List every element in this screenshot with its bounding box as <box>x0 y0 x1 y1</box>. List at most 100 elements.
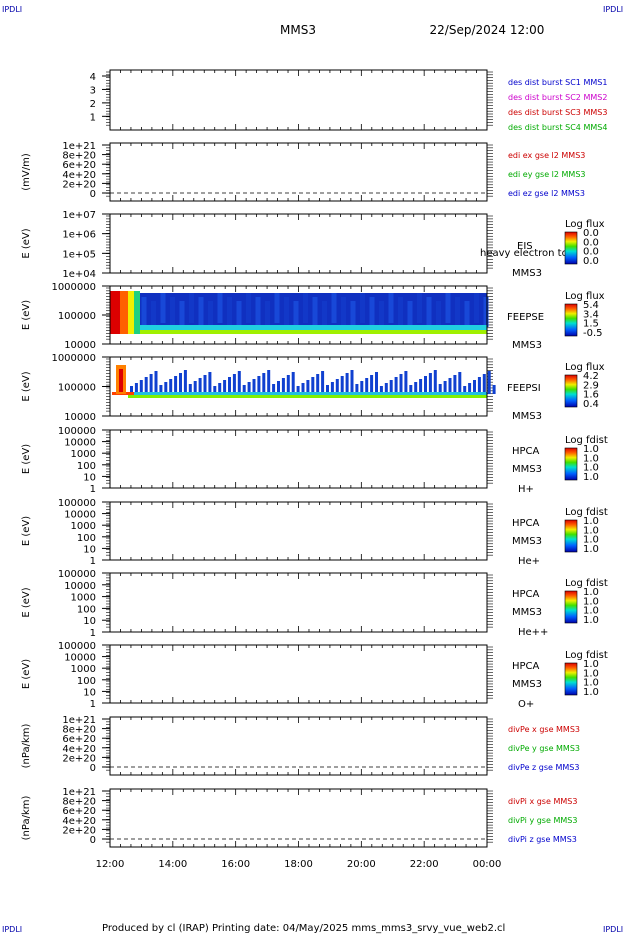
colorbar-tick-label: 1.0 <box>583 516 599 527</box>
panel-frame <box>109 142 488 202</box>
y-axis-label: E (eV) <box>21 444 32 474</box>
instrument-label: HPCA <box>512 589 540 600</box>
y-tick-label: 10000 <box>64 653 96 664</box>
spectrogram-column <box>355 384 359 394</box>
spectrogram-column <box>255 297 261 327</box>
y-tick-label: 1e+21 <box>62 715 96 726</box>
instrument-label: HPCA <box>512 518 540 529</box>
y-tick-label: 100000 <box>58 311 96 322</box>
legend-entry: divPe y gse MMS3 <box>508 744 580 753</box>
spectrogram-column <box>296 386 300 394</box>
spectrogram-column <box>375 372 378 394</box>
corner-label-top-left: IPDLI <box>2 5 22 14</box>
feepsi-spectrogram <box>112 365 496 398</box>
colorbar-tick-label: 1.0 <box>583 525 599 536</box>
spectrogram-column <box>345 373 349 394</box>
y-tick-label: 100000 <box>58 383 96 394</box>
colorbar-tick-label: 0.0 <box>583 256 599 267</box>
spectrogram-column <box>436 301 441 331</box>
spectrogram-column <box>151 301 156 331</box>
spectrogram-column <box>331 293 337 323</box>
y-tick-label: 1000 <box>71 449 96 460</box>
spectrogram-column <box>455 297 460 327</box>
spectrogram-column <box>474 293 479 323</box>
spectrogram-column <box>274 293 280 323</box>
spectrogram-band-yellow <box>128 395 487 398</box>
y-tick-label: 4 <box>90 72 96 83</box>
y-tick-label: 1 <box>90 484 96 495</box>
colorbar <box>564 231 578 265</box>
panel-frame <box>109 213 488 274</box>
legend-entry: edi ez gse l2 MMS3 <box>508 189 585 198</box>
spectrogram-column <box>159 385 163 394</box>
y-tick-label: 1000000 <box>51 353 96 364</box>
y-tick-label: 0 <box>90 835 96 846</box>
colorbar-tick-label: 2.9 <box>583 380 599 391</box>
spectrogram-column <box>303 293 308 323</box>
spectrogram-column <box>179 301 185 331</box>
y-tick-label: 4e+20 <box>62 816 96 827</box>
species-label: H+ <box>518 484 534 495</box>
spectrogram-column <box>160 293 166 323</box>
spectrogram-column <box>419 379 423 394</box>
spectrogram-column <box>236 301 242 331</box>
spectrogram-column <box>369 297 375 327</box>
spectrogram-band-cyan <box>135 325 487 330</box>
spectrogram-column <box>227 297 232 327</box>
spacecraft-label: MMS3 <box>512 268 542 279</box>
y-tick-label: 4e+20 <box>62 170 96 181</box>
spectrogram-column <box>252 379 256 394</box>
legend-entry: divPe z gse MMS3 <box>508 763 579 772</box>
spectrogram-column <box>218 383 222 394</box>
x-tick-label: 12:00 <box>96 859 125 870</box>
y-tick-label: 1 <box>90 628 96 639</box>
y-tick-label: 100 <box>77 604 96 615</box>
y-axis-label: E (eV) <box>21 228 32 258</box>
spectrogram-column <box>316 374 320 394</box>
panel-eis: 1e+07 1e+06 1e+05 1e+04 E (eV) EIS MMS3 heavy e… <box>21 210 605 280</box>
spacecraft-label: MMS3 <box>512 536 542 547</box>
colorbar-tick-label: 1.0 <box>583 472 599 483</box>
x-tick-label: 00:00 <box>473 859 502 870</box>
legend-entry: divPi z gse MMS3 <box>508 835 577 844</box>
spectrogram-column <box>398 297 403 327</box>
spacecraft-label: MMS3 <box>512 340 542 351</box>
spectrogram-column <box>183 370 187 394</box>
colorbar-tick-label: 4.2 <box>583 371 599 382</box>
spacecraft-label: MMS3 <box>512 679 542 690</box>
y-tick-label: 100000 <box>58 641 96 652</box>
spectrogram-column <box>281 378 285 394</box>
y-tick-label: 10 <box>83 687 96 698</box>
y-tick-label: 10000 <box>64 412 96 423</box>
corner-label-bottom-right: IPDLI <box>603 925 623 934</box>
y-tick-label: 10000 <box>64 340 96 351</box>
spectrogram-column <box>464 301 470 331</box>
y-axis-label: E (eV) <box>21 659 32 689</box>
spectrogram-column <box>394 377 398 394</box>
spectrogram-column <box>463 386 467 394</box>
spectrogram-onset-green <box>134 291 140 334</box>
panel-frame <box>109 644 488 704</box>
overlay-label: heavy electron to <box>480 248 568 259</box>
colorbar <box>564 447 578 481</box>
spectrogram-column <box>188 384 192 394</box>
spacecraft-title: MMS3 <box>280 23 316 37</box>
spectrogram-column <box>301 383 305 394</box>
spectrogram-column <box>203 375 207 394</box>
spectrogram-column <box>164 382 168 394</box>
spectrogram-column <box>179 373 182 394</box>
spectrogram-column <box>291 372 295 394</box>
spectrogram-column <box>417 293 422 323</box>
spectrogram-column <box>360 293 365 323</box>
panel-frame <box>109 501 488 561</box>
y-tick-label: 1 <box>90 699 96 710</box>
spectrogram-column <box>458 372 462 394</box>
spectrogram-onset-red <box>110 291 120 334</box>
spectrogram-column <box>139 380 143 394</box>
spectrogram-column <box>330 382 334 394</box>
